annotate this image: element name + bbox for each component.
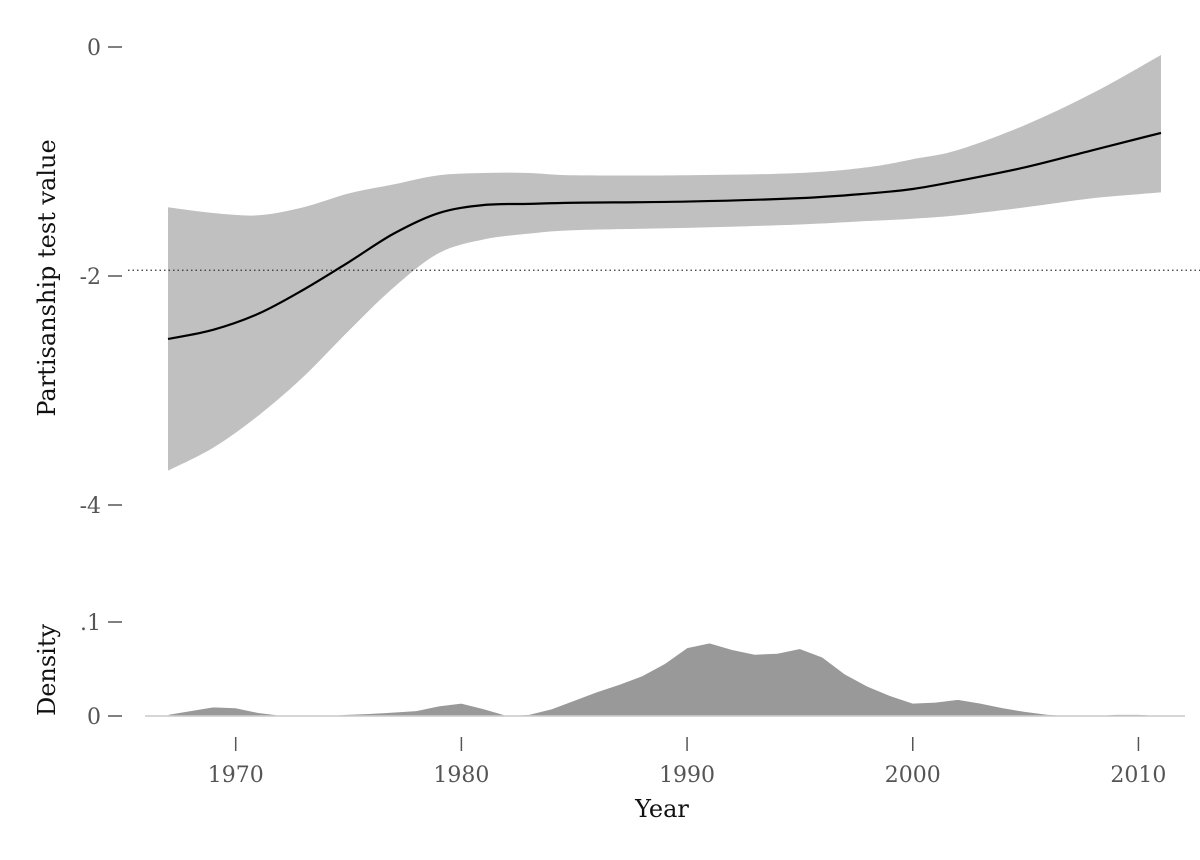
fit-y-tick-label: -4	[80, 494, 101, 519]
confidence-band	[168, 55, 1161, 471]
x-axis-title: Year	[634, 795, 689, 823]
x-tick-label: 2010	[1110, 763, 1166, 788]
fitted-line	[167, 131, 1162, 341]
x-tick-label: 1980	[433, 763, 489, 788]
fit-y-tick-label: 0	[87, 36, 101, 61]
x-tick-label: 1990	[659, 763, 715, 788]
x-tick-label: 2000	[885, 763, 941, 788]
fit-panel: 0 -2 -4	[80, 36, 1200, 519]
fit-y-tick-label: -2	[80, 265, 101, 290]
density-y-tick-label: .1	[80, 611, 101, 636]
density-y-tick-label: 0	[87, 705, 101, 730]
density-panel: .1 0 1970 1980 1990 2000 2010	[80, 611, 1185, 788]
density-area	[167, 641, 1162, 717]
x-tick-label: 1970	[208, 763, 264, 788]
fit-y-axis-title: Partisanship test value	[33, 139, 61, 416]
density-y-axis-title: Density	[33, 624, 61, 717]
